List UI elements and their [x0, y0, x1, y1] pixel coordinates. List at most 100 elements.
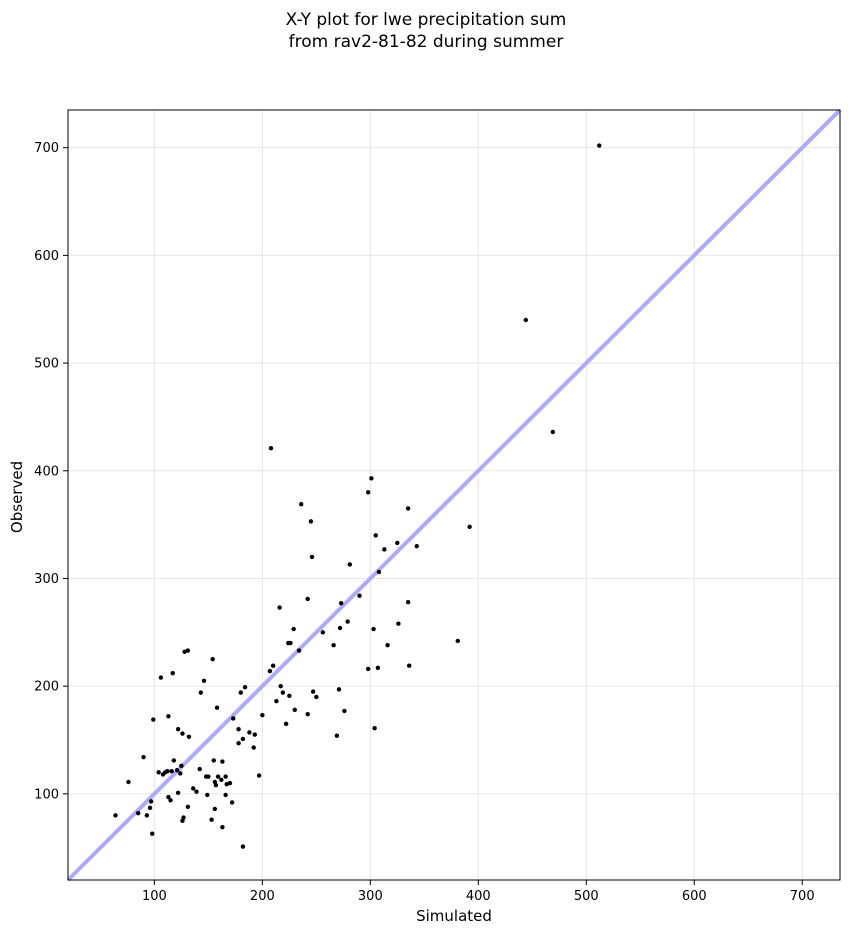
data-point — [171, 758, 177, 763]
data-point — [170, 671, 175, 676]
y-tick-label: 300 — [34, 572, 59, 587]
data-point — [347, 562, 353, 567]
reference-line-group — [66, 108, 842, 882]
x-axis-label: Simulated — [416, 907, 492, 925]
reference-line — [66, 108, 842, 882]
data-point — [299, 501, 304, 507]
y-tick-label: 100 — [34, 787, 59, 802]
data-point — [223, 774, 228, 779]
data-point — [331, 643, 336, 648]
data-point — [236, 727, 241, 732]
grid-lines — [68, 110, 840, 880]
data-point — [371, 626, 376, 632]
data-point — [357, 593, 362, 598]
data-point — [280, 690, 286, 695]
data-point — [227, 780, 233, 786]
data-point — [277, 605, 282, 610]
data-point — [148, 799, 154, 804]
x-tick-label: 700 — [790, 889, 815, 904]
plot-frame — [67, 109, 841, 881]
data-point — [405, 506, 411, 511]
y-tick-label: 200 — [34, 680, 59, 695]
data-point — [179, 763, 184, 769]
data-point — [147, 805, 153, 811]
data-point — [169, 769, 174, 774]
data-point — [338, 601, 344, 606]
data-point — [135, 811, 141, 816]
data-point — [365, 666, 371, 672]
data-point — [194, 789, 199, 794]
data-point — [191, 786, 196, 791]
data-point — [405, 599, 411, 605]
chart-title: X-Y plot for lwe precipitation sum — [286, 10, 567, 30]
data-point — [287, 693, 292, 699]
data-point — [375, 665, 381, 671]
data-point — [252, 732, 257, 737]
data-point — [260, 713, 265, 718]
data-point — [211, 758, 216, 763]
data-point — [219, 777, 224, 783]
data-point — [309, 554, 315, 560]
data-point — [373, 533, 378, 538]
data-point — [212, 806, 218, 812]
data-point — [156, 770, 161, 775]
data-point — [151, 717, 156, 722]
data-point — [198, 690, 204, 695]
x-tick-label: 500 — [574, 889, 599, 904]
data-point — [197, 766, 202, 772]
data-point — [296, 648, 302, 653]
data-point — [396, 621, 401, 626]
data-point — [205, 792, 210, 798]
data-point — [267, 668, 273, 674]
data-point — [180, 731, 185, 736]
data-point — [126, 779, 131, 785]
data-point — [178, 771, 183, 776]
data-point — [288, 640, 293, 646]
data-point — [247, 730, 252, 735]
data-point — [278, 683, 283, 689]
chart-subtitle: from rav2-81-82 during summer — [289, 32, 564, 52]
data-points — [113, 143, 602, 849]
data-point — [223, 792, 228, 798]
data-point — [165, 769, 170, 774]
data-point — [274, 699, 279, 704]
data-point — [334, 733, 340, 738]
data-point — [406, 663, 412, 668]
data-point — [185, 648, 191, 653]
data-point — [206, 774, 211, 779]
data-point — [213, 783, 219, 788]
data-point — [181, 815, 186, 820]
data-point — [336, 687, 342, 692]
x-tick-label: 100 — [142, 889, 167, 904]
data-point — [141, 755, 146, 760]
data-point — [214, 705, 220, 710]
x-axis-ticks: 100 200 300 400 500 600 700 — [142, 880, 815, 904]
data-point — [229, 800, 235, 805]
data-point — [186, 734, 192, 739]
data-point — [174, 767, 180, 773]
data-point — [369, 476, 374, 481]
data-point — [215, 774, 221, 779]
data-point — [168, 798, 173, 803]
data-point — [467, 524, 472, 529]
data-point — [550, 429, 555, 435]
x-tick-label: 400 — [466, 889, 491, 904]
data-point — [185, 804, 191, 809]
y-tick-label: 700 — [34, 141, 59, 156]
data-point — [230, 716, 236, 721]
data-point — [292, 707, 297, 713]
data-point — [220, 825, 225, 830]
data-point — [175, 790, 181, 795]
data-point — [314, 694, 319, 700]
data-point — [385, 643, 390, 648]
data-point — [209, 817, 214, 822]
data-point — [201, 678, 207, 683]
data-point — [240, 844, 246, 849]
x-tick-label: 600 — [682, 889, 707, 904]
data-point — [337, 625, 343, 631]
data-point — [310, 689, 316, 694]
data-point — [320, 630, 326, 635]
x-tick-label: 200 — [250, 889, 275, 904]
data-point — [376, 569, 382, 575]
